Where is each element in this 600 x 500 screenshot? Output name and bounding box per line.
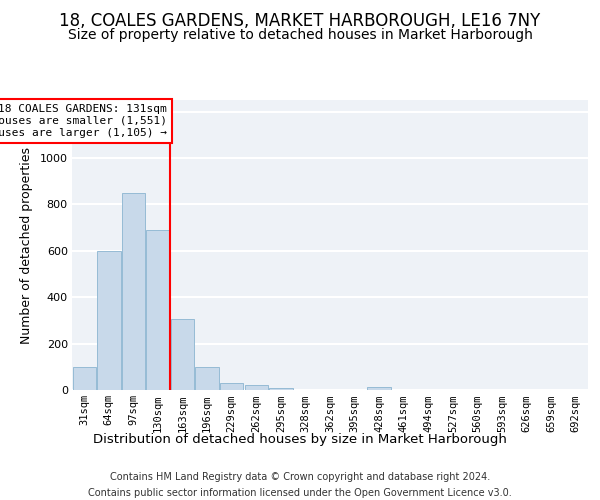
Text: 18 COALES GARDENS: 131sqm
← 58% of detached houses are smaller (1,551)
41% of se: 18 COALES GARDENS: 131sqm ← 58% of detac… xyxy=(0,104,167,138)
Bar xyxy=(73,368,96,390)
Text: Size of property relative to detached houses in Market Harborough: Size of property relative to detached ho… xyxy=(68,28,532,42)
Bar xyxy=(97,250,121,390)
Bar xyxy=(146,230,170,390)
Text: Contains public sector information licensed under the Open Government Licence v3: Contains public sector information licen… xyxy=(88,488,512,498)
Text: Contains HM Land Registry data © Crown copyright and database right 2024.: Contains HM Land Registry data © Crown c… xyxy=(110,472,490,482)
Bar xyxy=(245,385,268,390)
Bar xyxy=(367,386,391,390)
Text: 18, COALES GARDENS, MARKET HARBOROUGH, LE16 7NY: 18, COALES GARDENS, MARKET HARBOROUGH, L… xyxy=(59,12,541,30)
Bar xyxy=(196,367,219,390)
Y-axis label: Number of detached properties: Number of detached properties xyxy=(20,146,33,344)
Bar xyxy=(122,192,145,390)
Bar xyxy=(171,319,194,390)
Bar xyxy=(220,383,244,390)
Bar xyxy=(269,388,293,390)
Text: Distribution of detached houses by size in Market Harborough: Distribution of detached houses by size … xyxy=(93,432,507,446)
